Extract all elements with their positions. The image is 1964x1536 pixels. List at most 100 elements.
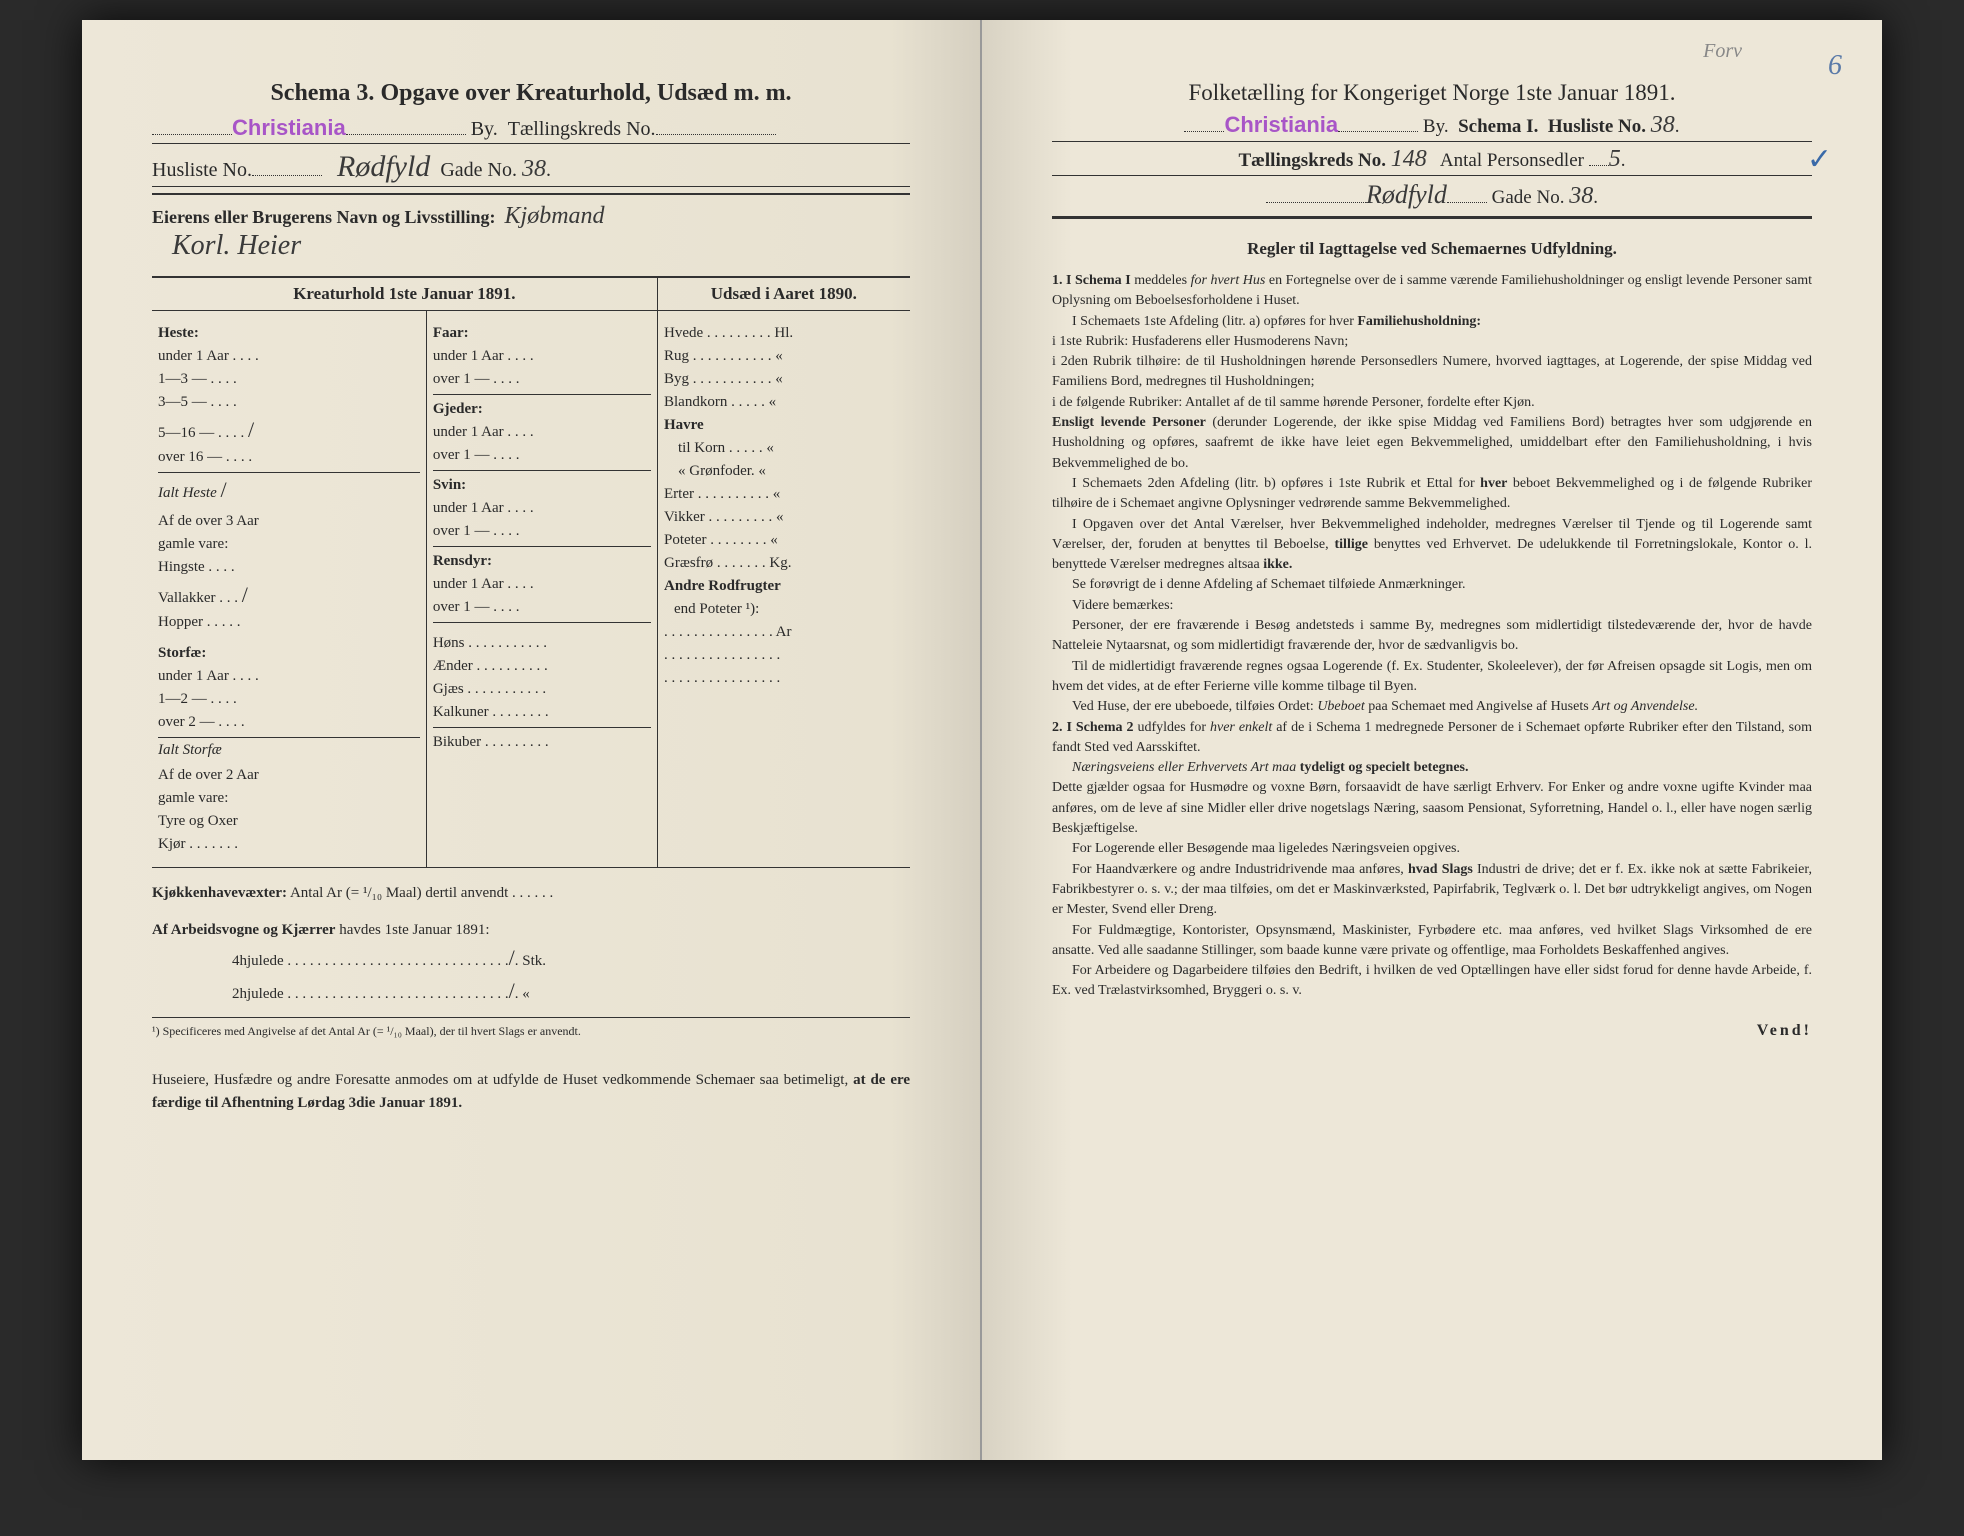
col-header-right: Udsæd i Aaret 1890. <box>658 278 910 310</box>
heste-o16: over 16 — . . . . <box>158 449 420 466</box>
arbeids-label: Af Arbeidsvogne og Kjærrer <box>152 922 335 938</box>
schema3-title: Schema 3. Opgave over Kreaturhold, Udsæd… <box>152 80 910 107</box>
vallakker: Vallakker . . . / <box>158 582 420 608</box>
blue-check-icon: ✓ <box>1807 142 1832 177</box>
enslig: Ensligt levende Personer (derunder Loger… <box>1052 413 1812 474</box>
city-line: Christiania By. Tællingskreds No. <box>152 115 910 144</box>
bottom-para: Huseiere, Husfædre og andre Foresatte an… <box>152 1069 910 1114</box>
faar-o1: over 1 — . . . . <box>433 371 651 388</box>
storfae-u1: under 1 Aar . . . . <box>158 668 420 685</box>
storfae-label: Storfæ: <box>158 645 420 662</box>
rule1r1: i 1ste Rubrik: Husfaderens eller Husmode… <box>1052 332 1812 352</box>
kjokken-text: Antal Ar (= ¹/₁₀ Maal) dertil anvendt . … <box>290 885 553 901</box>
blank1: . . . . . . . . . . . . . . . . <box>664 647 904 664</box>
owner-label: Eierens eller Brugerens Navn og Livsstil… <box>152 207 496 227</box>
col-header-left: Kreaturhold 1ste Januar 1891. <box>152 278 658 310</box>
by-label-r: By. <box>1423 116 1449 137</box>
kreds-label-r: Tællingskreds No. <box>1239 150 1386 171</box>
owner-name: Korl. Heier <box>172 230 301 261</box>
rule1r3: i de følgende Rubriker: Antallet af de t… <box>1052 393 1812 413</box>
personer: Personer, der ere fraværende i Besøg and… <box>1052 616 1812 657</box>
by-label: By. <box>471 118 498 140</box>
gjeder-label: Gjeder: <box>433 394 651 418</box>
footnote: ¹) Specificeres med Angivelse af det Ant… <box>152 1017 910 1039</box>
tyre: Tyre og Oxer <box>158 813 420 830</box>
kjokken-label: Kjøkkenhavevæxter: <box>152 885 287 901</box>
til-korn: til Korn . . . . . « <box>664 440 904 457</box>
title-main: Opgave over Kreaturhold, Udsæd m. m. <box>380 80 791 106</box>
husliste-label: Husliste No. <box>152 159 252 181</box>
table-body: Heste: under 1 Aar . . . . 1—3 — . . . .… <box>152 311 910 868</box>
havre: Havre <box>664 417 904 434</box>
census-title: Folketælling for Kongeriget Norge 1ste J… <box>1052 80 1812 106</box>
heste-label: Heste: <box>158 325 420 342</box>
faar-label: Faar: <box>433 325 651 342</box>
street-line-r: Rødfyld Gade No. 38. <box>1052 180 1812 219</box>
blank2: . . . . . . . . . . . . . . . . <box>664 670 904 687</box>
svin-u1: under 1 Aar . . . . <box>433 500 651 517</box>
instructions: 1. I Schema I meddeles for hvert Hus en … <box>1052 271 1812 1002</box>
gjeder-u1: under 1 Aar . . . . <box>433 424 651 441</box>
vend: Vend! <box>1052 1022 1812 1040</box>
svin-label: Svin: <box>433 470 651 494</box>
af-over3: Af de over 3 Aar <box>158 513 420 530</box>
left-page: Schema 3. Opgave over Kreaturhold, Udsæd… <box>82 20 982 1460</box>
kreds-label: Tællingskreds No. <box>508 118 656 140</box>
heste-13: 1—3 — . . . . <box>158 371 420 388</box>
kreds-line-r: Tællingskreds No. 148 Antal Personsedler… <box>1052 146 1812 176</box>
storfae-o2: over 2 — . . . . <box>158 714 420 731</box>
vikker: Vikker . . . . . . . . . « <box>664 509 904 526</box>
fuldm: For Fuldmægtige, Kontorister, Opsynsmænd… <box>1052 921 1812 962</box>
byg: Byg . . . . . . . . . . . « <box>664 371 904 388</box>
gade-label-r: Gade No. <box>1492 187 1565 208</box>
ialt-storfae: Ialt Storfæ <box>158 737 420 759</box>
street-hand: Rødfyld <box>337 150 430 183</box>
rule1: 1. I Schema I meddeles for hvert Hus en … <box>1052 271 1812 312</box>
heste-35: 3—5 — . . . . <box>158 394 420 411</box>
logerende: For Logerende eller Besøgende maa ligele… <box>1052 839 1812 859</box>
af-over2: Af de over 2 Aar <box>158 767 420 784</box>
gjaes: Gjæs . . . . . . . . . . . <box>433 681 651 698</box>
husliste-line: Husliste No. Rødfyld Gade No. 38. <box>152 150 910 187</box>
heste-u1: under 1 Aar . . . . <box>158 348 420 365</box>
storfae-12: 1—2 — . . . . <box>158 691 420 708</box>
title-prefix: Schema 3. <box>270 80 374 106</box>
videre: Videre bemærkes: <box>1052 596 1812 616</box>
rensdyr-u1: under 1 Aar . . . . <box>433 576 651 593</box>
owner-occupation: Kjøbmand <box>505 203 605 229</box>
book-spread: Schema 3. Opgave over Kreaturhold, Udsæd… <box>82 20 1882 1460</box>
gade-label: Gade No. <box>440 159 517 181</box>
ialt-heste: Ialt Heste / <box>158 472 420 503</box>
svin-o1: over 1 — . . . . <box>433 523 651 540</box>
hjul2: 2hjulede . . . . . . . . . . . . . . . .… <box>232 986 509 1002</box>
rensdyr-label: Rensdyr: <box>433 546 651 570</box>
hjul4-unit: . Stk. <box>515 953 546 969</box>
kalkuner: Kalkuner . . . . . . . . <box>433 704 651 721</box>
til-mid: Til de midlertidigt fraværende regnes og… <box>1052 657 1812 698</box>
gamle-vare2: gamle vare: <box>158 790 420 807</box>
bikuber: Bikuber . . . . . . . . . <box>433 727 651 751</box>
ved-huse: Ved Huse, der ere ubeboede, tilføies Ord… <box>1052 697 1812 717</box>
naering: Næringsveiens eller Erhvervets Art maa t… <box>1052 758 1812 778</box>
col-headers: Kreaturhold 1ste Januar 1891. Udsæd i Aa… <box>152 276 910 311</box>
rule2: 2. I Schema 2 udfyldes for hver enkelt a… <box>1052 718 1812 759</box>
hjul4: 4hjulede . . . . . . . . . . . . . . . .… <box>232 953 509 969</box>
page-number: 6 <box>1828 50 1842 82</box>
col-c: Hvede . . . . . . . . . Hl. Rug . . . . … <box>658 311 910 867</box>
hons: Høns . . . . . . . . . . . <box>433 635 651 652</box>
rug: Rug . . . . . . . . . . . « <box>664 348 904 365</box>
arbeidere: For Arbeidere og Dagarbeidere tilføies d… <box>1052 961 1812 1002</box>
opgaven: I Opgaven over det Antal Værelser, hver … <box>1052 515 1812 576</box>
schema-label: Schema I. <box>1458 116 1538 137</box>
gronfoder: « Grønfoder. « <box>664 463 904 480</box>
city-stamp: Christiania <box>232 115 346 140</box>
hingste: Hingste . . . . <box>158 559 420 576</box>
gamle-vare: gamle vare: <box>158 536 420 553</box>
gjeder-o1: over 1 — . . . . <box>433 447 651 464</box>
antal-no: 5 <box>1609 146 1621 172</box>
kjokken-line: Kjøkkenhavevæxter: Antal Ar (= ¹/₁₀ Maal… <box>152 882 910 905</box>
hopper: Hopper . . . . . <box>158 614 420 631</box>
pencil-note: Forv <box>1703 40 1742 63</box>
col-b: Faar: under 1 Aar . . . . over 1 — . . .… <box>427 311 658 867</box>
ar-line: . . . . . . . . . . . . . . . Ar <box>664 624 904 641</box>
